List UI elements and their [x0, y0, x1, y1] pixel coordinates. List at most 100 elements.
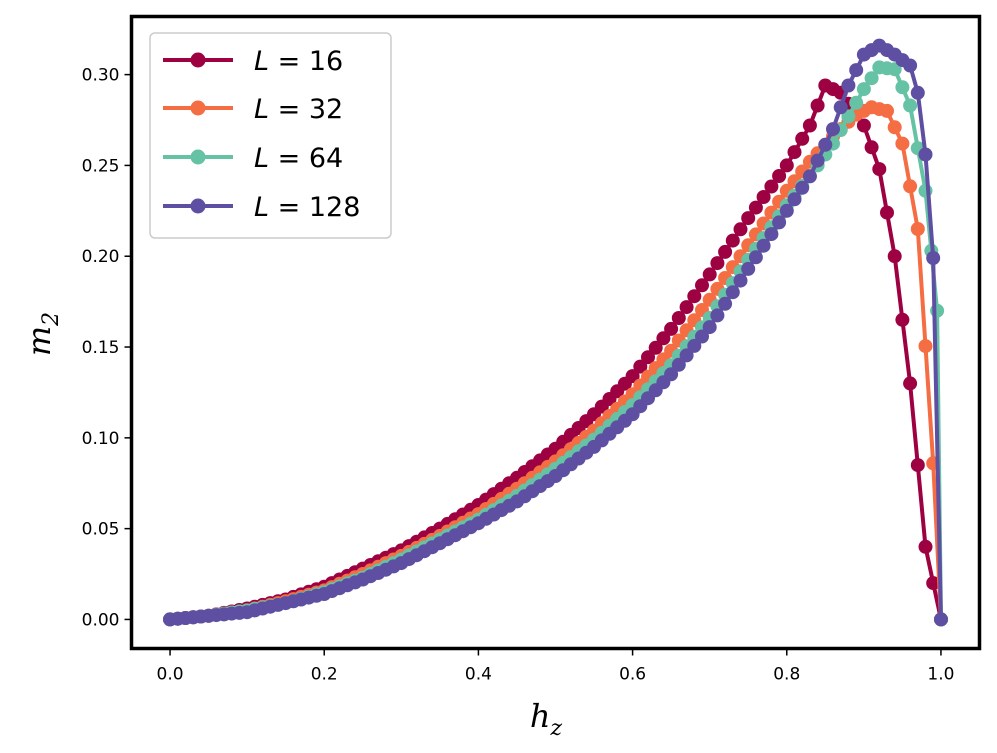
data-point [725, 233, 740, 248]
data-point [756, 238, 771, 253]
y-tick-label: 0.15 [82, 338, 120, 358]
y-tick-label: 0.20 [82, 247, 120, 267]
data-point [748, 200, 763, 215]
data-point [895, 80, 910, 95]
data-point [918, 539, 933, 554]
data-point [733, 273, 748, 288]
y-axis-label: m2 [20, 312, 64, 356]
legend-label: L = 32 [254, 94, 343, 125]
data-point [856, 118, 871, 133]
data-point [733, 222, 748, 237]
legend-swatch-marker [190, 198, 206, 214]
data-point [895, 136, 910, 151]
data-point [671, 357, 686, 372]
data-point [787, 145, 802, 160]
data-point [864, 71, 879, 86]
data-point [772, 215, 787, 230]
data-point [748, 250, 763, 265]
data-point [887, 120, 902, 135]
legend-label: L = 128 [254, 192, 360, 223]
legend-entry-l64: L = 64 [163, 143, 343, 174]
data-point [656, 331, 671, 346]
legend-swatch-marker [190, 52, 206, 68]
data-point [841, 109, 856, 124]
data-point [679, 300, 694, 315]
data-point [679, 348, 694, 363]
data-point [903, 58, 918, 73]
data-point [926, 251, 941, 265]
legend-label: L = 64 [254, 143, 343, 174]
data-point [810, 98, 825, 113]
legend: L = 16 L = 32 L = 64 L = 128 [149, 32, 392, 239]
data-point [725, 285, 740, 300]
data-point [795, 131, 810, 146]
legend-entry-l128: L = 128 [163, 192, 360, 223]
data-point [779, 203, 794, 218]
data-point [664, 321, 679, 336]
y-tick-label: 0.30 [82, 66, 120, 86]
x-tick-label: 0.6 [619, 665, 646, 685]
legend-swatch-marker [190, 100, 206, 116]
data-point [864, 140, 879, 155]
data-point [872, 162, 887, 177]
data-point [934, 612, 948, 627]
x-tick-label: 0.8 [773, 665, 800, 685]
x-tick-label: 1.0 [927, 665, 954, 685]
data-point [648, 340, 663, 355]
data-point [695, 329, 709, 344]
data-point [687, 338, 702, 353]
data-point [810, 153, 825, 168]
data-point [918, 339, 933, 354]
data-point [741, 261, 756, 276]
data-point [849, 63, 864, 78]
data-point [641, 350, 655, 365]
data-point [664, 367, 679, 382]
data-point [856, 82, 871, 97]
data-point [887, 62, 902, 77]
x-axis: 0.0 0.2 0.4 0.6 0.8 1.0 [157, 648, 954, 685]
data-point [718, 296, 733, 311]
data-point [764, 179, 779, 194]
data-point [718, 244, 733, 259]
y-tick-label: 0.05 [82, 520, 120, 540]
data-point [910, 85, 925, 100]
data-point [895, 312, 910, 327]
data-point [756, 190, 771, 204]
data-point [849, 95, 864, 110]
data-point [903, 179, 918, 194]
data-point [818, 137, 833, 152]
legend-box [149, 32, 392, 239]
data-point [802, 118, 817, 133]
data-point [802, 169, 817, 184]
data-point [787, 192, 802, 207]
data-point [741, 211, 756, 226]
data-point [826, 122, 840, 137]
series-l-128 [163, 38, 948, 627]
x-axis-label: hz [530, 697, 563, 741]
data-point [702, 320, 717, 335]
y-tick-label: 0.00 [82, 610, 120, 630]
data-point [633, 359, 648, 374]
legend-entry-l32: L = 32 [163, 94, 343, 125]
data-point [880, 205, 894, 220]
y-axis: 0.00 0.05 0.10 0.15 0.20 0.25 0.30 [82, 66, 132, 630]
data-point [772, 169, 787, 183]
plot-frame [129, 14, 982, 651]
data-point [841, 78, 856, 93]
data-point [710, 308, 725, 323]
data-point [833, 100, 848, 115]
x-tick-label: 0.0 [157, 665, 184, 685]
data-point [671, 311, 686, 325]
x-tick-label: 0.2 [311, 665, 338, 685]
legend-swatch-marker [190, 149, 206, 165]
data-point [918, 147, 933, 162]
data-point [687, 289, 702, 304]
series-layer [163, 38, 948, 627]
data-point [702, 267, 717, 282]
y-tick-label: 0.25 [82, 156, 120, 176]
data-point [764, 227, 779, 242]
data-point [710, 256, 725, 271]
x-tick-label: 0.4 [465, 665, 492, 685]
data-point [625, 369, 640, 384]
